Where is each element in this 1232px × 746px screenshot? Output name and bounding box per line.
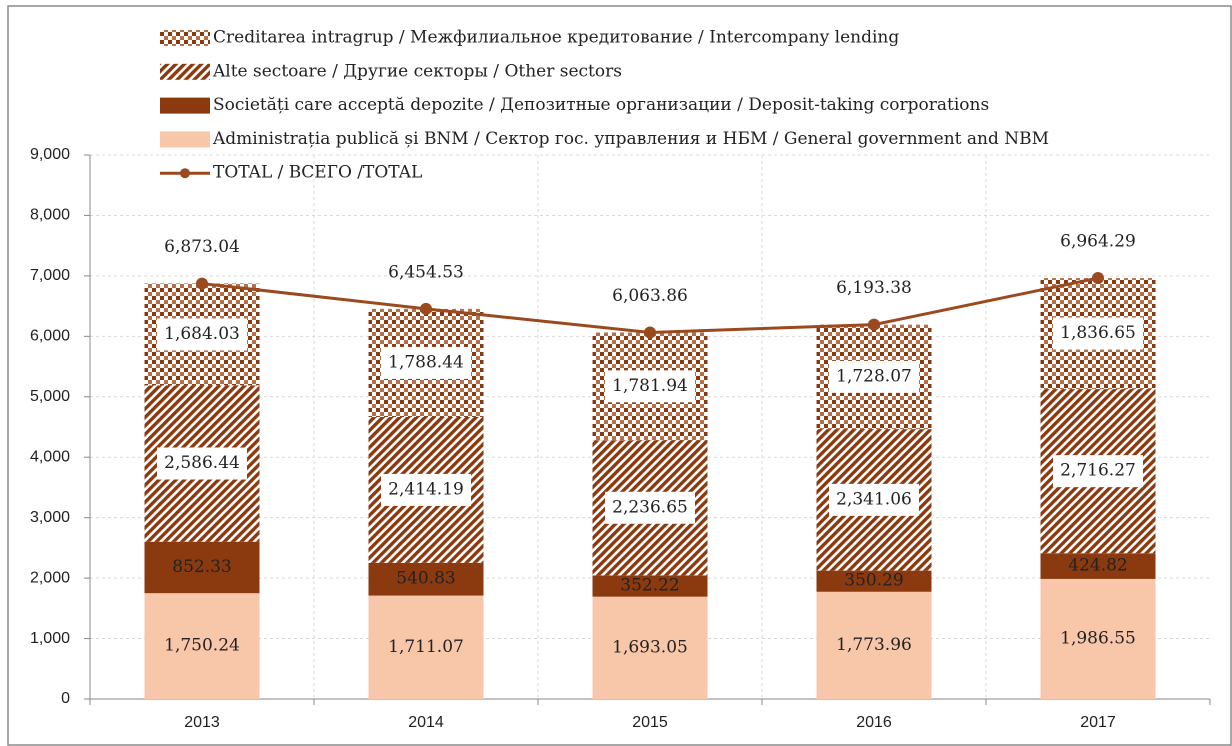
label-box xyxy=(381,346,471,379)
y-tick-label: 5,000 xyxy=(30,388,70,405)
bar-segment xyxy=(144,541,260,594)
legend-label: Administrația publică și BNM / Сектор го… xyxy=(212,129,1049,149)
y-tick-label: 3,000 xyxy=(30,509,70,526)
y-tick-label: 7,000 xyxy=(30,267,70,284)
x-tick-label: 2016 xyxy=(856,714,892,731)
data-label: 2,586.44 xyxy=(164,453,240,473)
y-tick-label: 0 xyxy=(61,690,70,707)
bar-segment xyxy=(592,575,708,597)
bar-segment xyxy=(368,562,484,596)
total-marker xyxy=(1092,272,1104,285)
y-tick-label: 9,000 xyxy=(30,146,70,163)
legend-label: TOTAL / ВСЕГО /TOTAL xyxy=(213,163,422,183)
data-label: 2,716.27 xyxy=(1060,461,1136,481)
data-label: 352.22 xyxy=(620,576,679,596)
legend-swatch xyxy=(160,131,210,148)
data-label: 1,711.07 xyxy=(388,637,464,657)
y-tick-label: 4,000 xyxy=(30,448,70,465)
data-label: 540.83 xyxy=(396,569,455,589)
y-tick-label: 8,000 xyxy=(30,207,70,224)
data-label: 1,781.94 xyxy=(612,376,688,396)
bar-segment xyxy=(1040,553,1156,579)
data-label: 1,986.55 xyxy=(1060,628,1136,648)
data-label: 1,693.05 xyxy=(612,637,688,657)
label-box xyxy=(829,360,919,393)
label-box xyxy=(1053,455,1143,488)
label-box xyxy=(605,370,695,403)
data-label: 852.33 xyxy=(172,557,231,577)
bar-segment xyxy=(816,591,932,699)
data-label: 1,684.03 xyxy=(164,324,240,344)
label-box xyxy=(605,491,695,524)
total-label: 6,454.53 xyxy=(388,262,464,282)
data-label: 2,414.19 xyxy=(388,479,464,499)
label-box xyxy=(1053,317,1143,350)
frame xyxy=(7,5,1232,746)
legend-label: Creditarea intragrup / Межфилиальное кре… xyxy=(213,28,899,48)
legend-swatch xyxy=(160,30,210,46)
total-label: 6,063.86 xyxy=(612,286,688,306)
legend-marker xyxy=(180,168,190,179)
data-label: 1,773.96 xyxy=(836,635,912,655)
y-tick-label: 6,000 xyxy=(30,328,70,345)
total-marker xyxy=(644,326,656,339)
data-label: 1,836.65 xyxy=(1060,323,1136,343)
total-marker xyxy=(196,277,208,290)
total-label: 6,193.38 xyxy=(836,278,912,298)
legend-label: Societăți care acceptă depozite / Депози… xyxy=(213,95,989,115)
legend-swatch xyxy=(160,97,210,114)
bar-segment xyxy=(144,593,260,699)
y-tick-label: 2,000 xyxy=(30,569,70,586)
total-marker xyxy=(868,318,880,331)
data-label: 1,750.24 xyxy=(164,636,240,656)
total-marker xyxy=(420,302,432,315)
legend-label: Alte sectoare / Другие секторы / Other s… xyxy=(212,61,622,81)
x-tick-label: 2015 xyxy=(632,714,668,731)
y-tick-label: 1,000 xyxy=(30,630,70,647)
data-label: 424.82 xyxy=(1068,556,1127,576)
data-label: 350.29 xyxy=(844,571,903,591)
legend-swatch xyxy=(160,63,210,80)
bar-segment xyxy=(816,570,932,592)
data-label: 2,236.65 xyxy=(612,497,688,517)
bar-segment xyxy=(592,596,708,699)
label-box xyxy=(157,447,247,480)
total-label: 6,873.04 xyxy=(164,237,240,257)
data-label: 1,788.44 xyxy=(388,352,464,372)
x-tick-label: 2017 xyxy=(1080,714,1116,731)
x-tick-label: 2014 xyxy=(408,714,444,731)
data-label: 2,341.06 xyxy=(836,489,912,509)
label-box xyxy=(157,318,247,351)
bar-segment xyxy=(1040,578,1156,699)
data-label: 1,728.07 xyxy=(836,366,912,386)
bar-segment xyxy=(368,595,484,699)
total-label: 6,964.29 xyxy=(1060,232,1136,252)
label-box xyxy=(829,483,919,516)
x-tick-label: 2013 xyxy=(184,714,220,731)
label-box xyxy=(381,473,471,506)
